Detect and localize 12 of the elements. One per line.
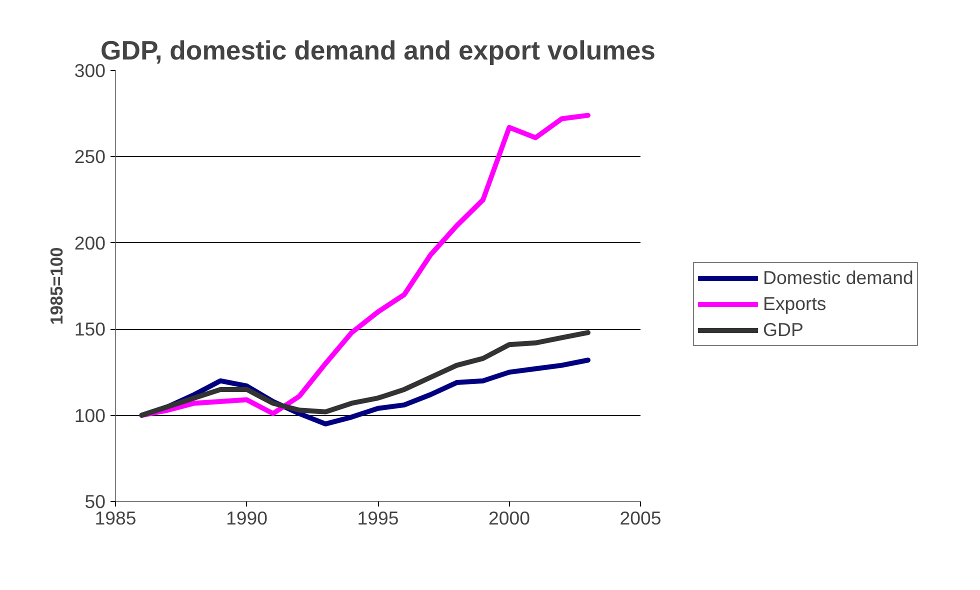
legend-label: Domestic demand bbox=[763, 267, 914, 289]
x-tick-label: 1995 bbox=[357, 508, 399, 528]
y-tick-label: 100 bbox=[74, 404, 106, 426]
legend-label: Exports bbox=[763, 293, 826, 315]
x-tick-label: 1990 bbox=[226, 508, 268, 528]
legend-label: GDP bbox=[763, 319, 804, 341]
y-tick-label: 250 bbox=[74, 146, 106, 168]
y-tick-label: 200 bbox=[74, 232, 106, 254]
y-axis-title: 1985=100 bbox=[46, 247, 66, 325]
x-tick-label: 2000 bbox=[488, 508, 530, 528]
y-tick-label: 150 bbox=[74, 318, 106, 340]
x-tick-label: 2005 bbox=[620, 508, 662, 528]
